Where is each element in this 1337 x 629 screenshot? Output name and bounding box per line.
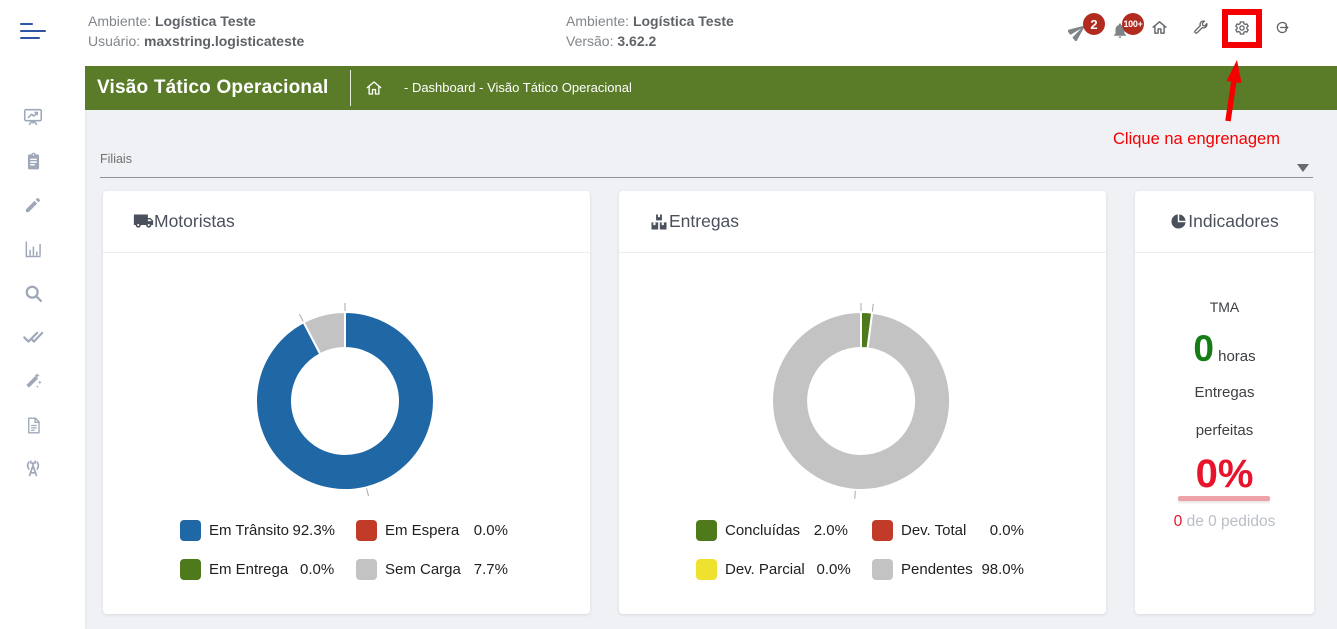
usuario-label: Usuário: xyxy=(88,33,141,49)
legend-item: Concluídas 2.0% xyxy=(696,519,848,542)
sidebar-item-antenna-icon[interactable] xyxy=(21,457,45,481)
legend-label: Pendentes xyxy=(901,561,973,578)
legend-swatch xyxy=(696,559,717,580)
tma-hours-number: 0 xyxy=(1193,328,1214,369)
legend-swatch xyxy=(696,520,717,541)
entregas-card-header: Entregas xyxy=(619,191,1106,253)
sidebar-item-document-icon[interactable] xyxy=(21,413,45,437)
legend-label: Em Espera xyxy=(385,522,460,539)
filiais-select-label[interactable]: Filiais xyxy=(100,152,132,166)
truck-icon xyxy=(133,211,154,232)
legend-percent: 0.0% xyxy=(989,522,1024,539)
page-title: Visão Tático Operacional xyxy=(97,77,329,98)
annotation-text: Clique na engrenagem xyxy=(1113,130,1280,148)
breadcrumb: - Dashboard - Visão Tático Operacional xyxy=(404,80,632,95)
sidebar-item-double-check-icon[interactable] xyxy=(21,325,45,349)
messages-icon[interactable] xyxy=(1066,21,1088,46)
filiais-caret-icon[interactable] xyxy=(1297,164,1309,172)
legend-swatch xyxy=(180,559,201,580)
menu-icon[interactable] xyxy=(20,22,46,40)
motoristas-card: Motoristas Em Trânsito 92.3% Em Espera 0.0%… xyxy=(103,191,590,614)
sidebar-item-search-icon[interactable] xyxy=(21,281,45,305)
legend-label: Em Entrega xyxy=(209,561,289,578)
environment-info-left: Ambiente: Logística Teste Usuário: maxst… xyxy=(88,11,304,51)
sidebar-item-clipboard-icon[interactable] xyxy=(21,149,45,173)
orders-count: 0 xyxy=(1173,513,1183,530)
tma-hours-unit: horas xyxy=(1213,348,1256,365)
gear-highlight-box xyxy=(1222,9,1262,48)
indicadores-card-header: Indicadores xyxy=(1135,191,1314,253)
sidebar xyxy=(0,66,85,629)
legend-swatch xyxy=(356,559,377,580)
indicadores-card: Indicadores TMA 0 horas Entregas perfeit… xyxy=(1135,191,1314,614)
legend-percent: 7.7% xyxy=(473,561,508,578)
tma-label: TMA xyxy=(1209,299,1240,315)
entregas-donut-chart xyxy=(756,296,966,511)
legend-item: Dev. Total 0.0% xyxy=(872,519,1024,542)
notifications-badge: 100+ xyxy=(1122,13,1144,35)
motoristas-donut-chart xyxy=(240,296,450,511)
sidebar-item-pencil-icon[interactable] xyxy=(21,193,45,217)
motoristas-card-title: Motoristas xyxy=(154,211,235,231)
legend-item: Em Trânsito 92.3% xyxy=(180,519,336,542)
orders-summary: 0 de 0 pedidos xyxy=(1135,513,1314,531)
annotation-arrow xyxy=(1215,52,1255,132)
ambiente-value-2: Logística Teste xyxy=(632,13,734,29)
versao-label: Versão: xyxy=(566,33,614,49)
tma-value: 0 horas xyxy=(1135,328,1314,370)
legend-swatch xyxy=(180,520,201,541)
legend-label: Dev. Total xyxy=(901,522,967,539)
legend-label: Concluídas xyxy=(725,522,801,539)
entregas-legend: Concluídas 2.0% Dev. Total 0.0% Dev. Parcial… xyxy=(696,519,1024,581)
legend-label: Em Trânsito xyxy=(209,522,290,539)
perfect-deliveries-underline xyxy=(1178,496,1270,501)
sidebar-item-presentation-chart-icon[interactable] xyxy=(21,105,45,129)
legend-item: Dev. Parcial 0.0% xyxy=(696,558,851,581)
usuario-value: maxstring.logisticateste xyxy=(144,33,305,49)
ambiente-value: Logística Teste xyxy=(154,13,256,29)
motoristas-card-header: Motoristas xyxy=(103,191,590,253)
legend-percent: 2.0% xyxy=(813,522,848,539)
legend-label: Dev. Parcial xyxy=(725,561,805,578)
perfect-deliveries-label-1: Entregas xyxy=(1194,384,1255,401)
legend-percent: 92.3% xyxy=(292,522,336,539)
legend-percent: 0.0% xyxy=(300,561,335,578)
messages-badge: 2 xyxy=(1083,13,1105,35)
legend-swatch xyxy=(356,520,377,541)
top-bar: Ambiente: Logística Teste Usuário: maxst… xyxy=(0,0,1337,66)
legend-item: Pendentes 98.0% xyxy=(872,558,1024,581)
header-divider xyxy=(350,70,351,106)
legend-percent: 0.0% xyxy=(816,561,851,578)
legend-swatch xyxy=(872,520,893,541)
page-header: Visão Tático Operacional - Dashboard - V… xyxy=(85,66,1337,110)
versao-value: 3.62.2 xyxy=(617,33,657,49)
legend-item: Sem Carga 7.7% xyxy=(356,558,508,581)
sidebar-item-magic-wand-icon[interactable] xyxy=(21,369,45,393)
environment-info-center: Ambiente: Logística Teste Versão: 3.62.2 xyxy=(566,11,734,51)
orders-text: de 0 pedidos xyxy=(1182,513,1276,530)
legend-percent: 98.0% xyxy=(981,561,1024,578)
boxes-icon xyxy=(649,212,669,232)
logout-icon[interactable] xyxy=(1275,20,1290,40)
motoristas-legend: Em Trânsito 92.3% Em Espera 0.0% Em Entrega 0… xyxy=(180,519,508,581)
pie-chart-icon xyxy=(1170,213,1187,230)
filiais-select-underline xyxy=(100,177,1313,178)
gear-icon[interactable] xyxy=(1234,20,1250,41)
legend-item: Em Entrega 0.0% xyxy=(180,558,335,581)
indicadores-card-title: Indicadores xyxy=(1188,211,1279,231)
home-icon[interactable] xyxy=(1151,19,1168,41)
ambiente-label: Ambiente: xyxy=(88,13,152,29)
perfect-deliveries-label-2: perfeitas xyxy=(1195,422,1254,439)
legend-label: Sem Carga xyxy=(385,561,461,578)
breadcrumb-home-icon[interactable] xyxy=(365,79,383,102)
entregas-card: Entregas Concluídas 2.0% Dev. Total 0.0% Dev… xyxy=(619,191,1106,614)
entregas-card-title: Entregas xyxy=(669,211,740,231)
sidebar-item-bar-chart-icon[interactable] xyxy=(21,237,45,261)
legend-percent: 0.0% xyxy=(473,522,508,539)
ambiente-label-2: Ambiente: xyxy=(566,13,630,29)
legend-swatch xyxy=(872,559,893,580)
legend-item: Em Espera 0.0% xyxy=(356,519,508,542)
wrench-icon[interactable] xyxy=(1193,20,1209,41)
perfect-deliveries-percent: 0% xyxy=(1195,452,1254,496)
